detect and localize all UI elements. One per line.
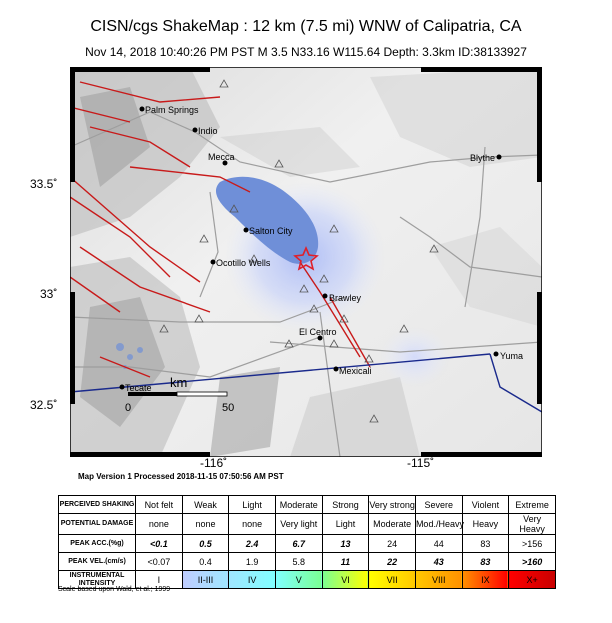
legend-cell: 6.7: [274, 534, 323, 553]
intensity-legend-table: PERCEIVED SHAKING Not felt Weak Light Mo…: [58, 495, 556, 589]
row-header-damage: POTENTIAL DAMAGE: [58, 513, 136, 535]
legend-row-intensity: INSTRUMENTAL INTENSITY I II-III IV V VI …: [58, 570, 556, 589]
row-header-acc: PEAK ACC.(%g): [58, 534, 136, 553]
legend-cell: 1.9: [228, 552, 276, 571]
lon-label-115: -115˚: [407, 456, 435, 470]
legend-cell: Violent: [461, 495, 510, 514]
city-label-el-centro: El Centro: [299, 327, 337, 337]
legend-cell: Severe: [414, 495, 463, 514]
legend-cell: >160: [508, 552, 556, 571]
legend-row-vel: PEAK VEL.(cm/s) <0.07 0.4 1.9 5.8 11 22 …: [58, 552, 556, 571]
scale-unit-label: km: [170, 375, 187, 390]
faults: [70, 81, 371, 378]
seismic-stations: [159, 79, 439, 423]
legend-cell: 0.4: [181, 552, 230, 571]
legend-cell: Weak: [181, 495, 230, 514]
version-line: Map Version 1 Processed 2018-11-15 07:50…: [78, 472, 284, 481]
legend-row-damage: POTENTIAL DAMAGE none none none Very lig…: [58, 513, 556, 535]
lon-label-116: -116˚: [200, 456, 228, 470]
city-label-mecca: Mecca: [208, 152, 235, 162]
scale-max-label: 50: [222, 402, 234, 414]
legend-cell: none: [228, 513, 276, 535]
lat-label-32-5: 32.5˚: [30, 398, 58, 412]
legend-cell: 22: [368, 552, 416, 571]
city-label-brawley: Brawley: [329, 293, 362, 303]
row-header-vel: PEAK VEL.(cm/s): [58, 552, 136, 571]
legend-cell: Very strong: [368, 495, 416, 514]
legend-row-shaking: PERCEIVED SHAKING Not felt Weak Light Mo…: [58, 495, 556, 514]
legend-cell: 5.8: [274, 552, 323, 571]
legend-cell: none: [181, 513, 230, 535]
legend-cell: none: [135, 513, 183, 535]
scale-min-label: 0: [125, 402, 131, 414]
city-label-tecate: Tecate: [125, 383, 152, 393]
legend-cell: 44: [414, 534, 463, 553]
footnote: Scale based upon Wald, et al.; 1999: [58, 586, 171, 593]
legend-cell: Light: [228, 495, 276, 514]
city-dot: [139, 106, 145, 112]
legend-cell: <0.07: [135, 552, 183, 571]
row-header-shaking: PERCEIVED SHAKING: [58, 495, 136, 514]
scale-bar: km 0 50: [125, 375, 234, 414]
legend-cell: Light: [321, 513, 370, 535]
legend-row-acc: PEAK ACC.(%g) <0.1 0.5 2.4 6.7 13 24 44 …: [58, 534, 556, 553]
intensity-cell: VIII: [414, 570, 463, 589]
legend-cell: <0.1: [135, 534, 183, 553]
shakemap-map: Palm Springs Indio Mecca Blythe Salton C…: [70, 67, 542, 457]
city-label-salton-city: Salton City: [249, 226, 293, 236]
intensity-cell: II-III: [181, 570, 230, 589]
epicenter-star-icon: [293, 245, 319, 271]
legend-cell: Strong: [321, 495, 370, 514]
city-label-yuma: Yuma: [500, 351, 523, 361]
legend-cell: Heavy: [461, 513, 510, 535]
legend-cell: Mod./Heavy: [414, 513, 464, 535]
intensity-cell: VI: [321, 570, 370, 589]
city-label-blythe: Blythe: [470, 153, 495, 163]
lat-label-33-5: 33.5˚: [30, 177, 58, 191]
legend-cell: Very Heavy: [508, 513, 556, 535]
city-markers: Palm Springs Indio Mecca Blythe Salton C…: [119, 105, 523, 393]
intensity-cell: VII: [368, 570, 416, 589]
legend-cell: Not felt: [135, 495, 183, 514]
legend-cell: >156: [508, 534, 556, 553]
intensity-cell: IV: [228, 570, 276, 589]
legend-cell: Very light: [274, 513, 323, 535]
legend-cell: 11: [321, 552, 370, 571]
intensity-cell: V: [274, 570, 323, 589]
legend-cell: 43: [414, 552, 463, 571]
map-subtitle: Nov 14, 2018 10:40:26 PM PST M 3.5 N33.1…: [85, 45, 527, 59]
legend-cell: Moderate: [368, 513, 416, 535]
city-label-indio: Indio: [198, 126, 218, 136]
legend-cell: Extreme: [508, 495, 556, 514]
city-label-palm-springs: Palm Springs: [145, 105, 199, 115]
map-title: CISN/cgs ShakeMap : 12 km (7.5 mi) WNW o…: [90, 18, 522, 35]
legend-cell: 13: [321, 534, 370, 553]
city-label-mexicali: Mexicali: [339, 366, 372, 376]
legend-cell: 0.5: [181, 534, 230, 553]
legend-cell: 83: [461, 534, 510, 553]
legend-cell: 2.4: [228, 534, 276, 553]
roads: [70, 111, 542, 457]
legend-cell: Moderate: [274, 495, 323, 514]
row-header-intensity: INSTRUMENTAL INTENSITY: [58, 570, 136, 589]
intensity-cell: IX: [461, 570, 510, 589]
international-border: [70, 353, 491, 393]
legend-cell: 83: [461, 552, 510, 571]
legend-cell: 24: [368, 534, 416, 553]
intensity-cell: X+: [508, 570, 556, 589]
city-label-ocotillo-wells: Ocotillo Wells: [216, 258, 271, 268]
frame-ticks: [70, 67, 542, 457]
salton-sea-lake: [215, 176, 319, 264]
lat-label-33: 33˚: [40, 287, 58, 301]
